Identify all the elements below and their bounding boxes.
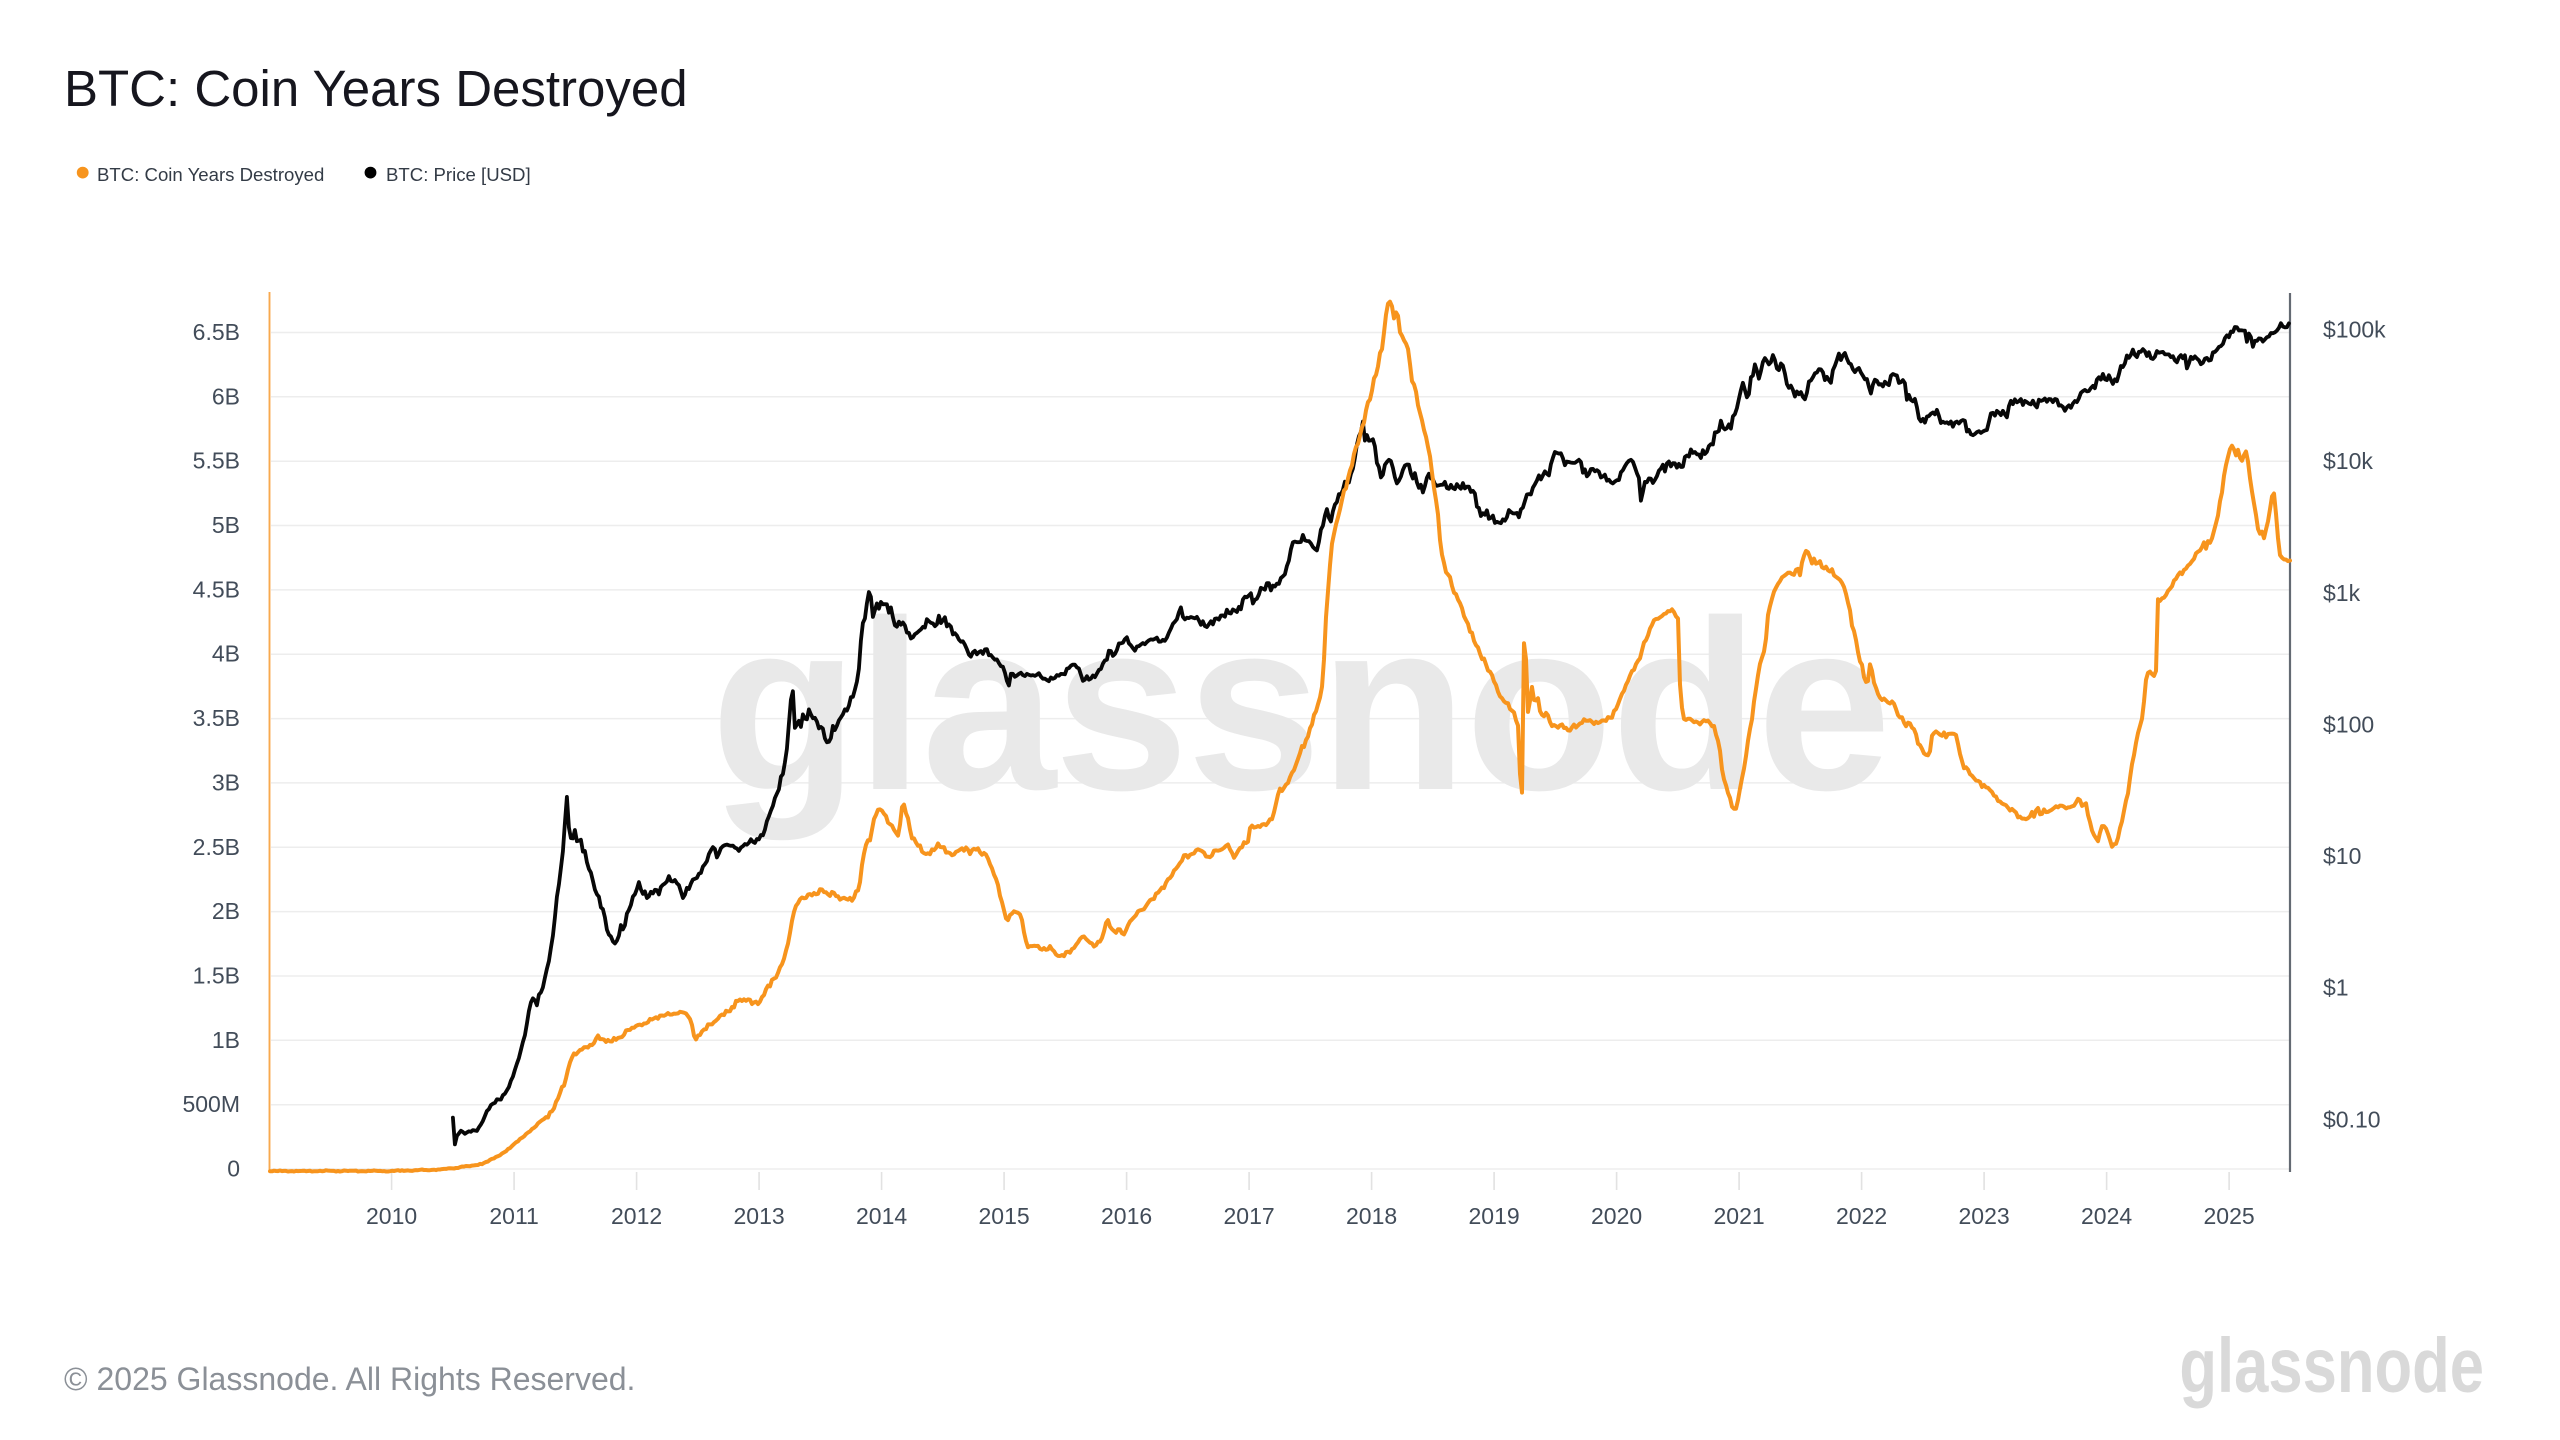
svg-text:2016: 2016 bbox=[1101, 1203, 1152, 1229]
svg-text:0: 0 bbox=[227, 1156, 240, 1182]
svg-text:$10: $10 bbox=[2323, 843, 2361, 869]
svg-text:1.5B: 1.5B bbox=[193, 963, 240, 989]
svg-text:BTC: Coin Years Destroyed: BTC: Coin Years Destroyed bbox=[97, 164, 324, 185]
svg-text:$0.10: $0.10 bbox=[2323, 1106, 2381, 1132]
svg-text:2017: 2017 bbox=[1224, 1203, 1275, 1229]
svg-text:glassnode: glassnode bbox=[2179, 1322, 2484, 1408]
svg-text:$1k: $1k bbox=[2323, 580, 2361, 606]
svg-text:2013: 2013 bbox=[734, 1203, 785, 1229]
svg-text:6.5B: 6.5B bbox=[193, 319, 240, 345]
svg-text:2025: 2025 bbox=[2204, 1203, 2255, 1229]
svg-text:5.5B: 5.5B bbox=[193, 448, 240, 474]
svg-text:$10k: $10k bbox=[2323, 448, 2373, 474]
svg-text:3B: 3B bbox=[212, 769, 240, 795]
svg-text:4B: 4B bbox=[212, 641, 240, 667]
svg-text:2023: 2023 bbox=[1959, 1203, 2010, 1229]
svg-text:1B: 1B bbox=[212, 1027, 240, 1053]
svg-text:2020: 2020 bbox=[1591, 1203, 1642, 1229]
svg-text:BTC: Price [USD]: BTC: Price [USD] bbox=[386, 164, 531, 185]
svg-text:$1: $1 bbox=[2323, 975, 2349, 1001]
svg-text:5B: 5B bbox=[212, 512, 240, 538]
svg-text:4.5B: 4.5B bbox=[193, 576, 240, 602]
svg-text:$100k: $100k bbox=[2323, 317, 2386, 343]
svg-text:6B: 6B bbox=[212, 383, 240, 409]
svg-text:2021: 2021 bbox=[1714, 1203, 1765, 1229]
svg-text:2011: 2011 bbox=[489, 1203, 538, 1229]
svg-text:2B: 2B bbox=[212, 898, 240, 924]
svg-text:2012: 2012 bbox=[611, 1203, 662, 1229]
svg-text:500M: 500M bbox=[182, 1091, 240, 1117]
svg-text:BTC: Coin Years Destroyed: BTC: Coin Years Destroyed bbox=[64, 60, 688, 117]
svg-text:2.5B: 2.5B bbox=[193, 834, 240, 860]
svg-text:3.5B: 3.5B bbox=[193, 705, 240, 731]
svg-text:2024: 2024 bbox=[2081, 1203, 2132, 1229]
svg-text:$100: $100 bbox=[2323, 711, 2374, 737]
svg-text:2014: 2014 bbox=[856, 1203, 907, 1229]
svg-text:2018: 2018 bbox=[1346, 1203, 1397, 1229]
svg-text:glassnode: glassnode bbox=[711, 571, 1890, 841]
svg-text:2022: 2022 bbox=[1836, 1203, 1887, 1229]
svg-text:2015: 2015 bbox=[979, 1203, 1030, 1229]
svg-text:2010: 2010 bbox=[366, 1203, 417, 1229]
svg-text:© 2025 Glassnode. All Rights R: © 2025 Glassnode. All Rights Reserved. bbox=[64, 1361, 635, 1397]
svg-text:2019: 2019 bbox=[1469, 1203, 1520, 1229]
